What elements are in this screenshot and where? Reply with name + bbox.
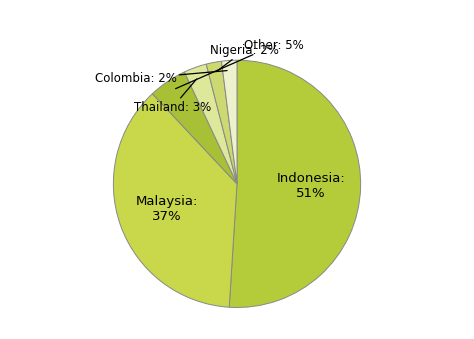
Text: Malaysia:
37%: Malaysia: 37% <box>136 195 199 223</box>
Wedge shape <box>206 61 237 184</box>
Text: Thailand: 3%: Thailand: 3% <box>134 79 211 114</box>
Wedge shape <box>184 64 237 184</box>
Wedge shape <box>113 94 237 307</box>
Wedge shape <box>229 60 361 307</box>
Text: Nigeria: 2%: Nigeria: 2% <box>210 44 279 71</box>
Text: Indonesia:
51%: Indonesia: 51% <box>277 172 346 200</box>
Wedge shape <box>221 60 237 184</box>
Wedge shape <box>152 72 237 184</box>
Text: Colombia: 2%: Colombia: 2% <box>95 71 227 85</box>
Text: Other: 5%: Other: 5% <box>175 39 304 89</box>
